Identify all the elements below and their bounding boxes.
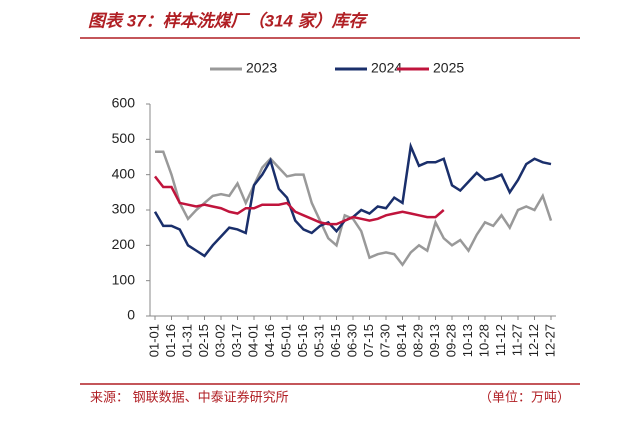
x-tick-label: 10-28 bbox=[476, 324, 491, 357]
x-tick-label: 12-27 bbox=[542, 324, 557, 357]
x-tick-label: 11-12 bbox=[493, 324, 508, 356]
y-tick-label: 0 bbox=[127, 307, 135, 323]
x-tick-label: 03-17 bbox=[229, 324, 244, 357]
source: 来源： 钢联数据、中泰证券研究所 bbox=[90, 389, 289, 404]
unit: （单位：万吨） bbox=[479, 389, 570, 404]
x-tick-label: 08-14 bbox=[394, 324, 409, 357]
x-tick-label: 07-30 bbox=[377, 324, 392, 357]
legend-label: 2024 bbox=[371, 60, 402, 76]
x-tick-label: 09-28 bbox=[443, 324, 458, 357]
y-tick-label: 400 bbox=[112, 165, 136, 181]
x-tick-label: 02-15 bbox=[196, 324, 211, 357]
x-tick-label: 03-02 bbox=[212, 324, 227, 357]
x-tick-label: 04-16 bbox=[262, 324, 277, 357]
y-tick-label: 300 bbox=[112, 201, 136, 217]
x-tick-label: 05-01 bbox=[278, 324, 293, 357]
x-tick-label: 01-16 bbox=[163, 324, 178, 357]
x-tick-label: 04-01 bbox=[245, 324, 260, 357]
x-tick-label: 07-15 bbox=[361, 324, 376, 357]
series-line bbox=[155, 150, 553, 267]
legend-label: 2025 bbox=[433, 60, 464, 76]
legend-label: 2023 bbox=[246, 60, 277, 76]
y-tick-label: 600 bbox=[112, 95, 136, 111]
series-line bbox=[154, 175, 445, 226]
chart-title: 图表 37：样本洗煤厂（314 家）库存 bbox=[88, 11, 369, 30]
x-tick-label: 10-13 bbox=[460, 324, 475, 357]
y-tick-label: 100 bbox=[112, 271, 136, 287]
series-line bbox=[153, 141, 552, 258]
x-tick-label: 06-30 bbox=[344, 324, 359, 357]
y-tick-label: 200 bbox=[112, 236, 136, 252]
y-tick-label: 500 bbox=[112, 130, 136, 146]
x-tick-label: 01-31 bbox=[179, 324, 194, 357]
x-tick-label: 06-15 bbox=[328, 324, 343, 357]
x-tick-label: 05-16 bbox=[295, 324, 310, 357]
x-tick-label: 09-13 bbox=[427, 324, 442, 357]
x-tick-label: 01-01 bbox=[146, 324, 161, 357]
x-tick-label: 12-12 bbox=[526, 324, 541, 357]
x-tick-label: 08-29 bbox=[410, 324, 425, 357]
x-tick-label: 05-31 bbox=[311, 324, 326, 357]
x-tick-label: 11-27 bbox=[509, 324, 524, 356]
